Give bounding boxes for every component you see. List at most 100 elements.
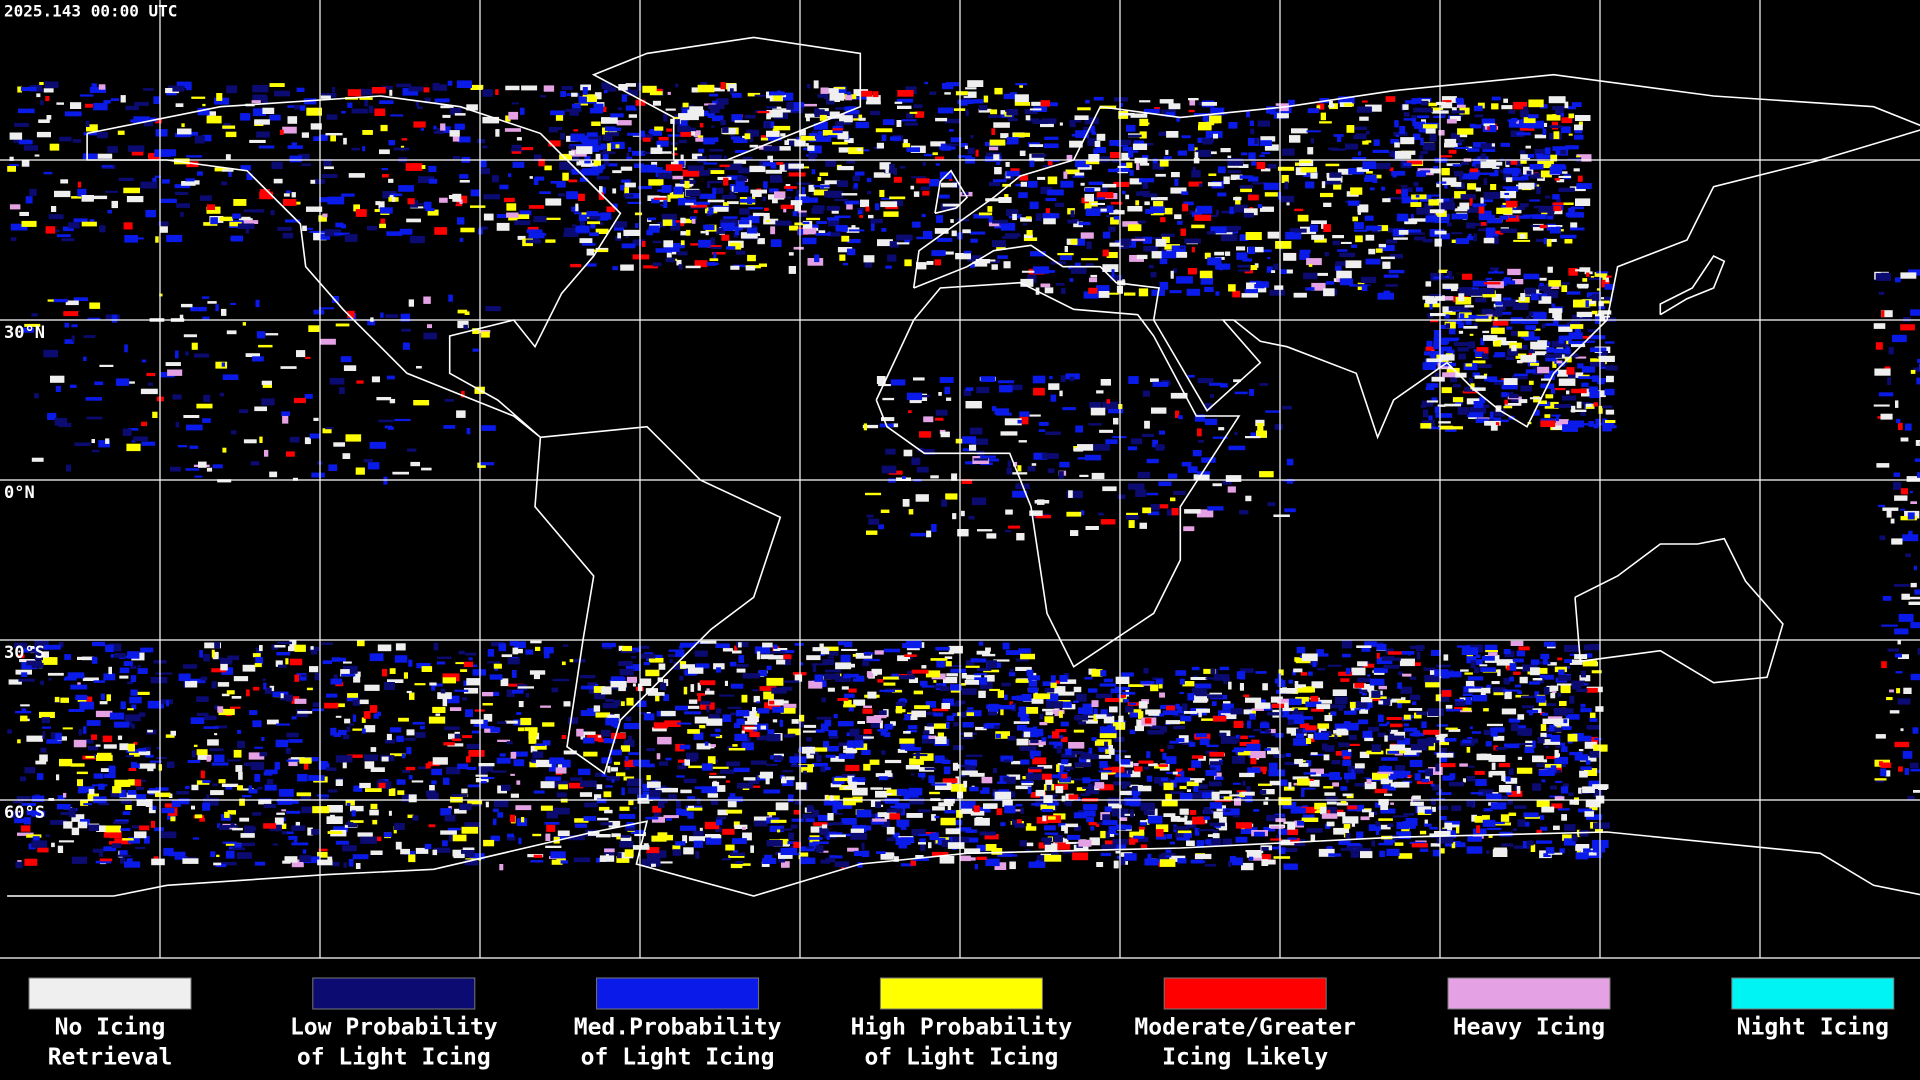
icing-pixel — [1581, 382, 1589, 387]
icing-pixel — [675, 743, 685, 752]
icing-pixel — [676, 808, 682, 816]
icing-pixel — [1225, 251, 1231, 256]
icing-pixel — [294, 824, 300, 830]
icing-pixel — [402, 769, 411, 773]
icing-pixel — [98, 440, 111, 448]
icing-pixel — [866, 177, 872, 183]
icing-pixel — [512, 689, 524, 694]
icing-pixel — [405, 163, 423, 171]
icing-pixel — [1534, 328, 1541, 331]
icing-pixel — [1074, 115, 1089, 120]
icing-pixel — [346, 726, 351, 733]
icing-pixel — [602, 148, 609, 154]
icing-pixel — [945, 665, 962, 668]
icing-pixel — [723, 177, 729, 186]
icing-pixel — [596, 857, 600, 863]
icing-pixel — [868, 518, 880, 525]
icing-pixel — [497, 739, 510, 742]
icing-pixel — [119, 743, 129, 751]
icing-pixel — [264, 784, 277, 791]
icing-pixel — [517, 235, 526, 240]
icing-pixel — [1128, 240, 1136, 248]
icing-pixel — [256, 131, 270, 138]
icing-pixel — [680, 240, 685, 246]
icing-pixel — [233, 749, 242, 758]
icing-pixel — [791, 719, 799, 724]
icing-pixel — [653, 812, 661, 817]
icing-pixel — [569, 144, 585, 147]
icing-pixel — [1513, 101, 1527, 110]
icing-pixel — [1057, 253, 1074, 256]
icing-pixel — [676, 259, 682, 266]
icing-pixel — [726, 175, 744, 180]
icing-pixel — [1442, 283, 1459, 289]
icing-pixel — [41, 657, 53, 663]
icing-pixel — [301, 132, 309, 138]
icing-pixel — [1260, 168, 1271, 172]
icing-pixel — [837, 131, 849, 140]
icing-pixel — [627, 201, 642, 204]
icing-pixel — [850, 828, 864, 835]
icing-pixel — [219, 216, 233, 222]
icing-pixel — [741, 694, 748, 703]
icing-pixel — [332, 861, 340, 867]
icing-pixel — [103, 744, 117, 749]
icing-pixel — [1121, 152, 1130, 161]
icing-pixel — [302, 225, 307, 231]
icing-pixel — [1434, 238, 1442, 247]
icing-pixel — [303, 856, 320, 864]
icing-pixel — [1458, 322, 1464, 329]
icing-pixel — [632, 683, 636, 687]
icing-pixel — [1022, 223, 1028, 226]
icing-pixel — [880, 197, 891, 200]
icing-pixel — [394, 418, 411, 422]
icing-pixel — [280, 823, 287, 829]
icing-pixel — [178, 798, 190, 805]
icing-pixel — [1478, 228, 1490, 232]
icing-pixel — [74, 442, 91, 446]
icing-pixel — [879, 162, 891, 170]
icing-pixel — [1429, 209, 1445, 214]
icing-pixel — [1604, 296, 1614, 302]
icing-pixel — [435, 713, 441, 716]
icing-pixel — [919, 680, 928, 686]
icing-pixel — [508, 683, 525, 687]
icing-pixel — [659, 203, 666, 207]
icing-pixel — [1128, 520, 1135, 528]
icing-pixel — [982, 259, 996, 262]
icing-pixel — [1145, 246, 1156, 249]
icing-pixel — [303, 762, 309, 770]
icing-pixel — [468, 750, 485, 757]
icing-pixel — [128, 767, 137, 771]
icing-pixel — [668, 794, 677, 801]
icing-pixel — [773, 753, 784, 757]
icing-pixel — [1401, 185, 1408, 188]
icing-pixel — [908, 677, 918, 683]
icing-pixel — [862, 424, 879, 429]
icing-pixel — [513, 648, 523, 654]
icing-pixel — [980, 455, 996, 459]
icing-pixel — [773, 755, 782, 761]
icing-pixel — [204, 642, 221, 649]
icing-pixel — [144, 836, 150, 844]
icing-pixel — [1425, 346, 1435, 351]
icing-pixel — [642, 791, 653, 796]
icing-pixel — [43, 88, 54, 93]
icing-pixel — [381, 168, 389, 171]
icing-pixel — [343, 734, 350, 740]
icing-pixel — [623, 229, 640, 236]
icing-pixel — [1465, 363, 1473, 367]
icing-pixel — [1086, 241, 1092, 250]
icing-pixel — [604, 160, 609, 166]
icing-pixel — [937, 107, 954, 114]
icing-pixel — [1246, 282, 1256, 290]
icing-pixel — [557, 764, 565, 770]
icing-pixel — [104, 773, 116, 779]
icing-pixel — [839, 115, 853, 123]
icing-pixel — [34, 393, 39, 399]
icing-pixel — [1299, 249, 1311, 254]
icing-pixel — [852, 96, 867, 100]
icing-pixel — [690, 216, 697, 220]
icing-pixel — [299, 105, 306, 111]
icing-pixel — [1081, 258, 1099, 261]
